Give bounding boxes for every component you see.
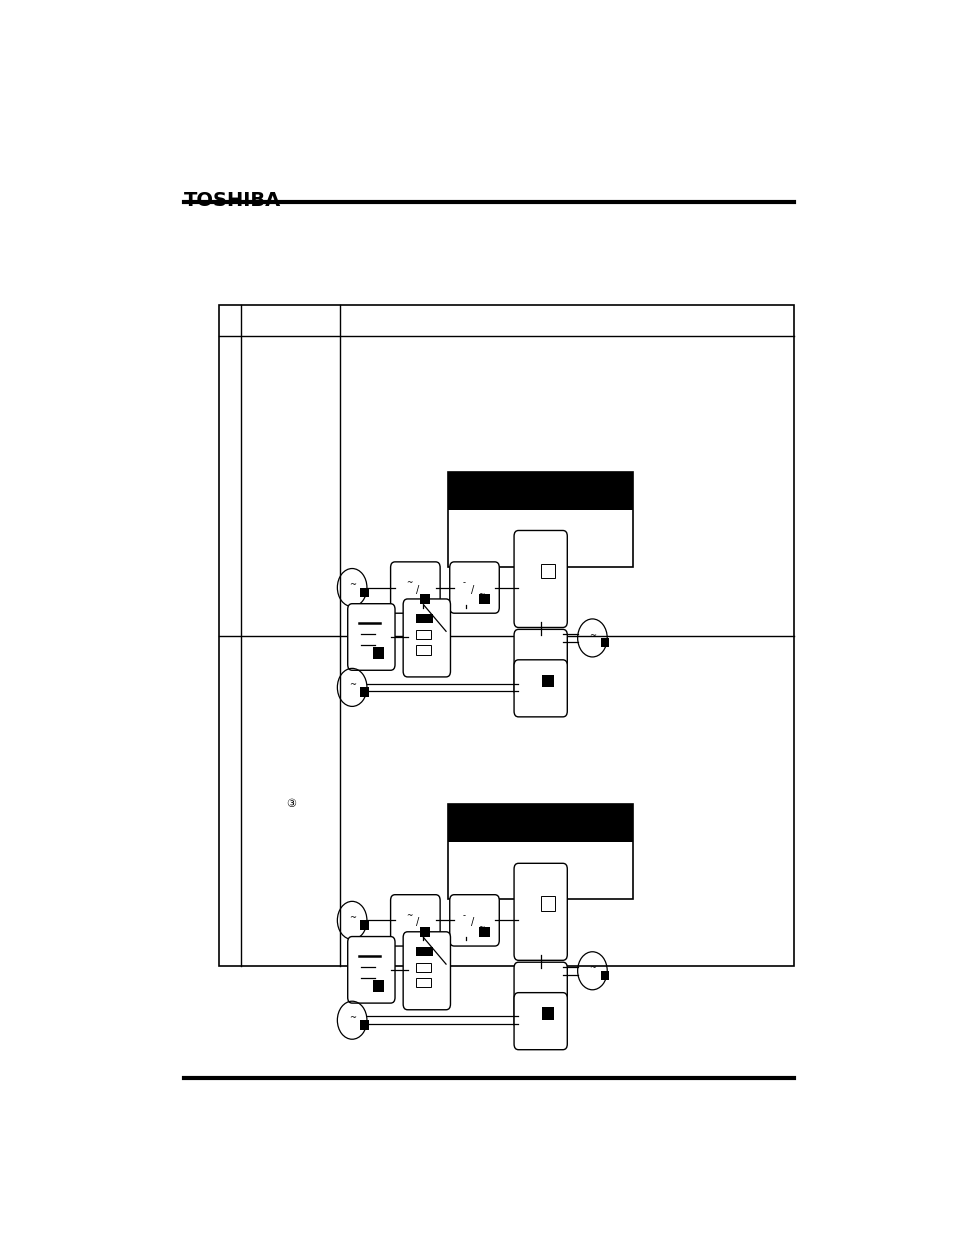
Text: ~: ~	[348, 1013, 355, 1021]
Text: -: -	[423, 590, 427, 599]
FancyBboxPatch shape	[514, 863, 567, 961]
FancyBboxPatch shape	[514, 962, 567, 1029]
Text: ~: ~	[348, 913, 355, 923]
Bar	[420, 927, 430, 937]
Bar	[360, 688, 369, 697]
Bar	[219, 305, 793, 966]
Bar	[416, 978, 431, 988]
Text: ~: ~	[406, 911, 412, 920]
FancyBboxPatch shape	[514, 531, 567, 627]
FancyBboxPatch shape	[403, 599, 450, 677]
Bar	[541, 566, 554, 577]
Text: ③: ③	[286, 799, 295, 809]
Text: ~: ~	[588, 631, 596, 640]
FancyBboxPatch shape	[390, 562, 439, 614]
Bar	[479, 927, 489, 937]
Bar	[448, 472, 633, 510]
Text: /: /	[416, 584, 418, 594]
Bar	[416, 614, 433, 624]
FancyBboxPatch shape	[347, 936, 395, 1003]
Bar	[448, 804, 633, 842]
Text: ~: ~	[406, 578, 412, 588]
Bar	[479, 594, 489, 604]
FancyBboxPatch shape	[540, 897, 555, 911]
Text: ~: ~	[348, 680, 355, 689]
FancyBboxPatch shape	[347, 604, 395, 671]
FancyBboxPatch shape	[540, 563, 555, 578]
Text: /: /	[471, 918, 474, 927]
Text: ~: ~	[588, 963, 596, 972]
Text: -: -	[423, 923, 427, 932]
Text: -: -	[462, 578, 465, 588]
FancyBboxPatch shape	[403, 931, 450, 1010]
Bar	[360, 1020, 369, 1030]
Bar	[541, 674, 554, 688]
FancyBboxPatch shape	[514, 630, 567, 697]
Text: ~: ~	[348, 580, 355, 589]
Bar	[541, 898, 554, 909]
FancyBboxPatch shape	[449, 894, 498, 946]
Text: TOSHIBA: TOSHIBA	[184, 191, 281, 210]
Bar	[360, 920, 369, 930]
Text: /: /	[471, 584, 474, 594]
FancyBboxPatch shape	[449, 562, 498, 614]
FancyBboxPatch shape	[514, 659, 567, 716]
Bar	[373, 647, 384, 659]
Bar	[541, 1008, 554, 1020]
Bar	[373, 979, 384, 992]
Text: -: -	[462, 911, 465, 920]
FancyBboxPatch shape	[390, 894, 439, 946]
Bar	[416, 963, 431, 972]
Bar	[600, 638, 609, 647]
Text: ~: ~	[478, 590, 484, 599]
Bar	[416, 947, 433, 956]
Bar	[416, 645, 431, 655]
Bar	[448, 472, 633, 567]
Bar	[448, 804, 633, 899]
Text: /: /	[416, 918, 418, 927]
Bar	[416, 630, 431, 640]
Bar	[600, 971, 609, 981]
Bar	[420, 594, 430, 604]
Text: ~: ~	[478, 923, 484, 932]
FancyBboxPatch shape	[514, 993, 567, 1050]
Bar	[360, 588, 369, 597]
